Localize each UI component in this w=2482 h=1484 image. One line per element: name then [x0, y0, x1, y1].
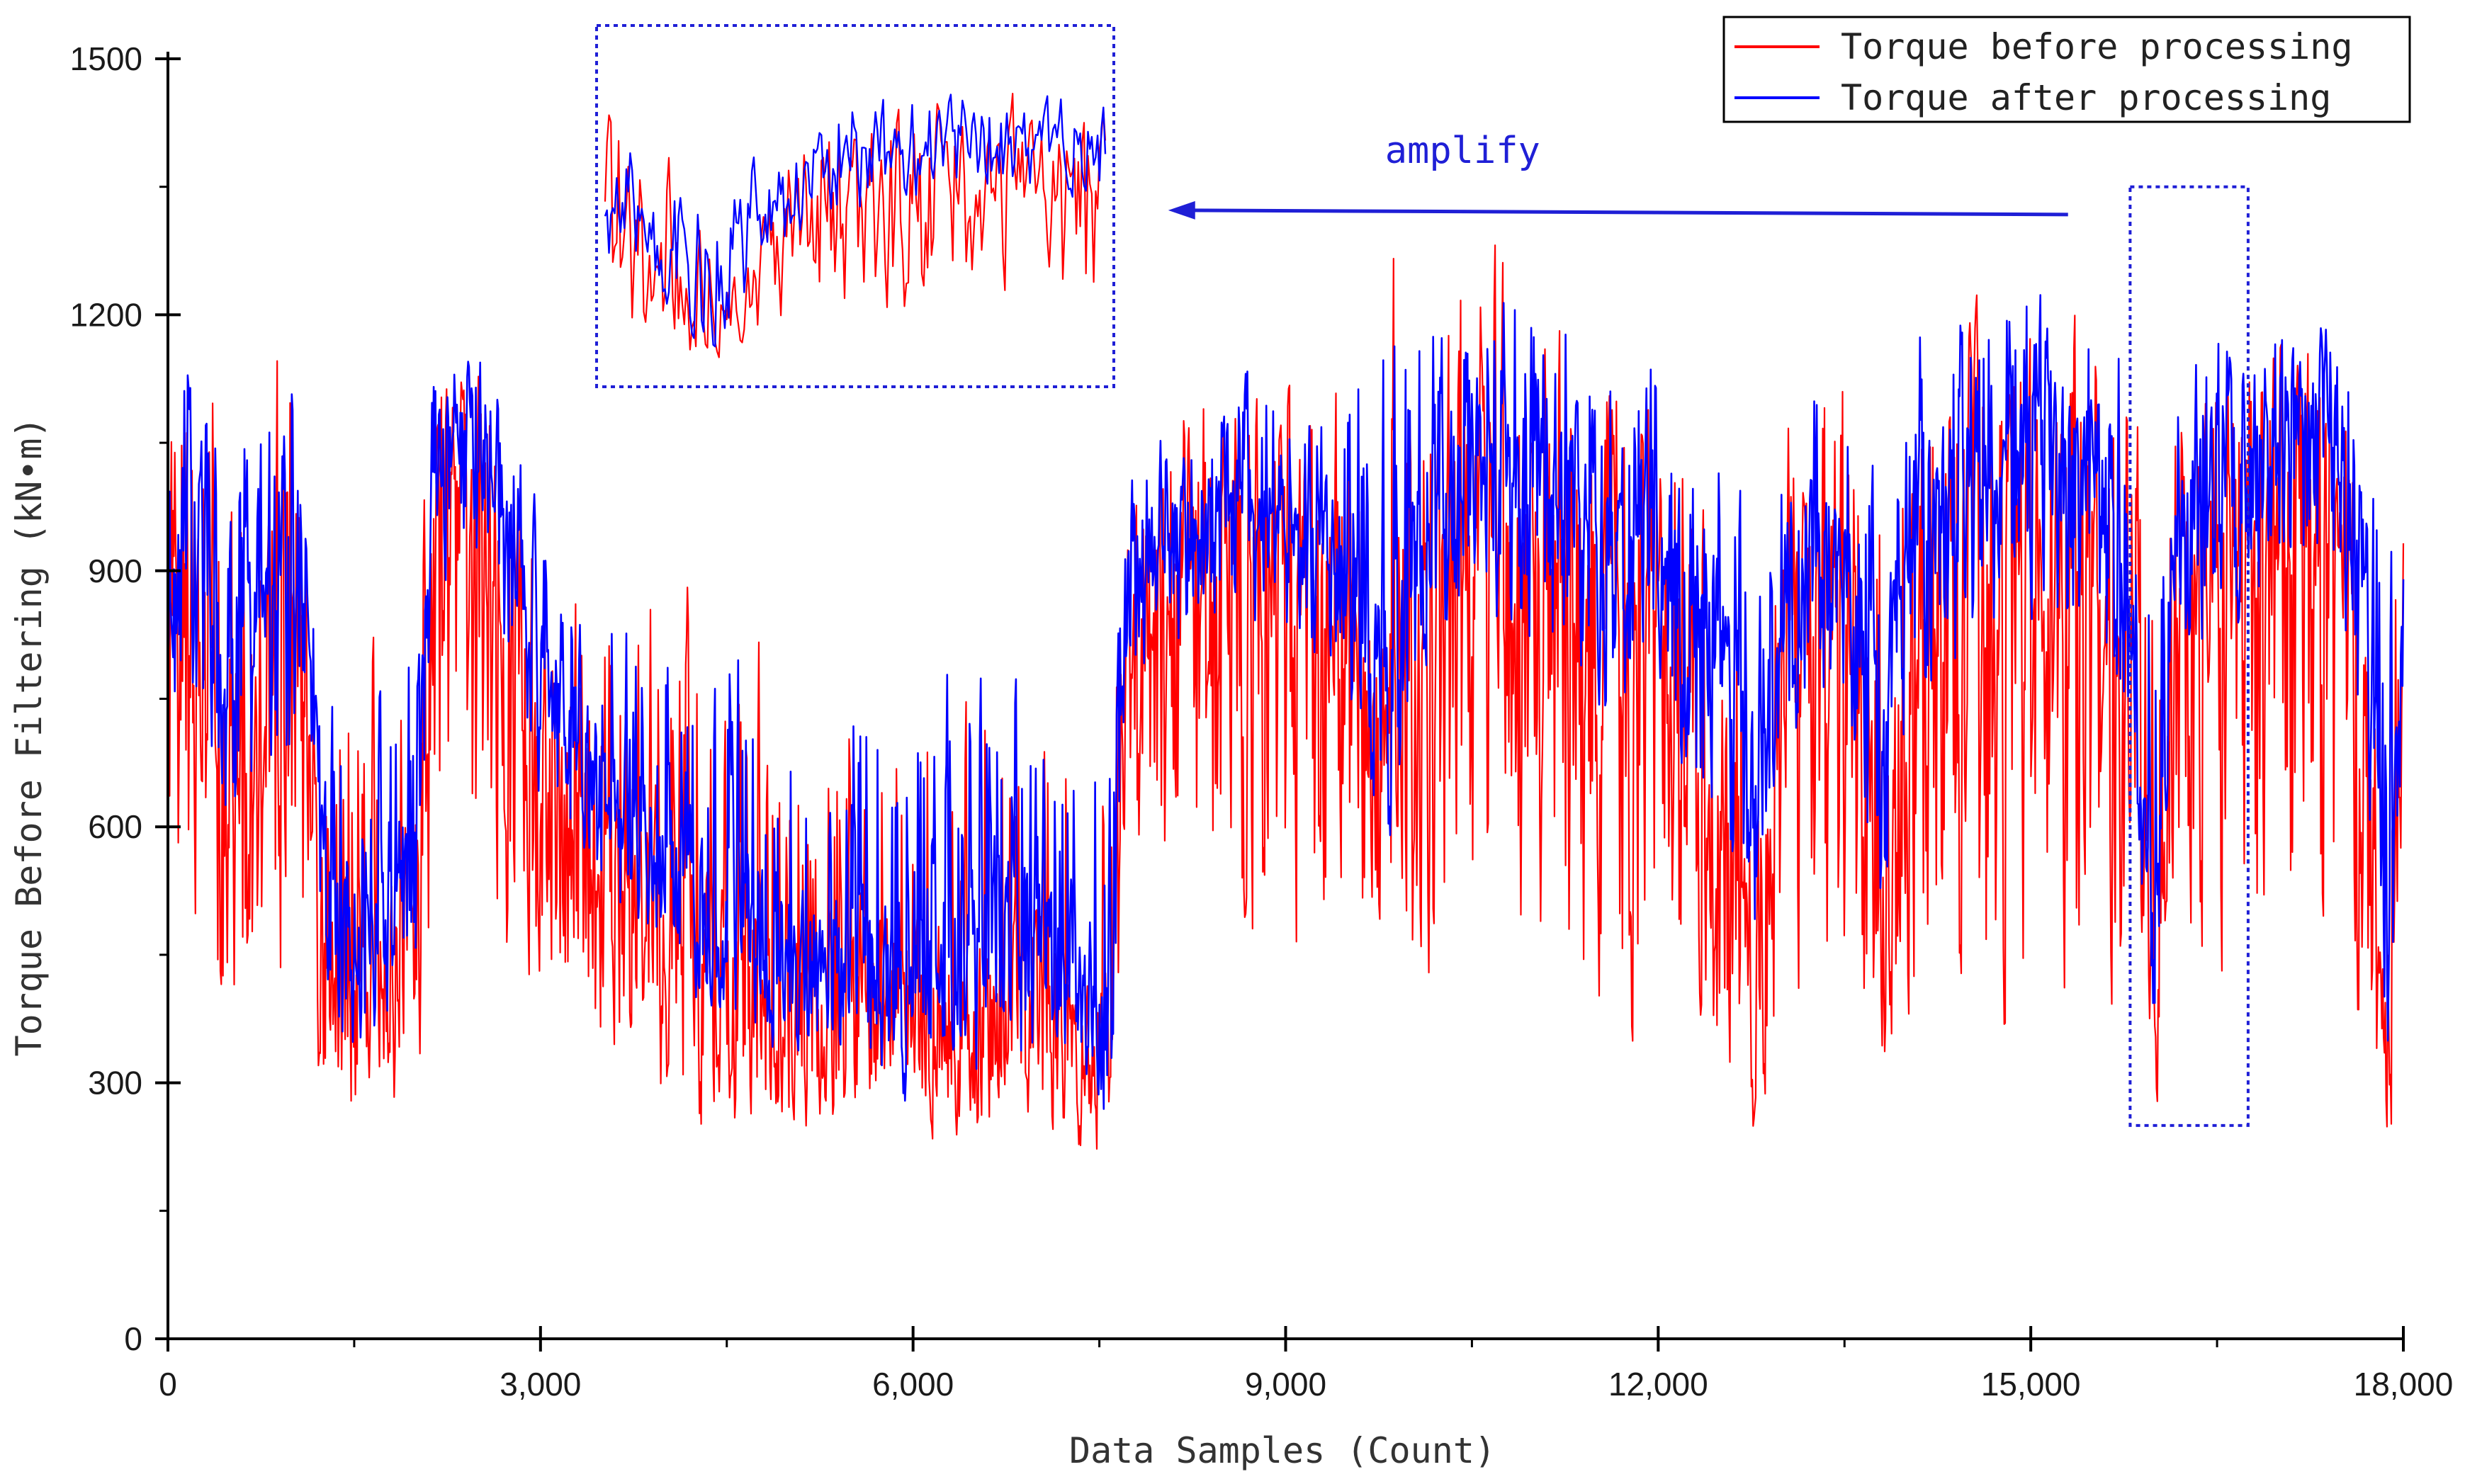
series-line-before	[167, 244, 2405, 1150]
amplify-arrowhead	[1168, 200, 1195, 220]
x-axis-ticks: 0 3,000 6,000 9,000 12,000 15,000 18,000	[159, 1326, 2453, 1403]
legend-label-after: Torque after processing	[1841, 77, 2331, 118]
y-axis-title: Torque Before Filtering (kN•m)	[9, 417, 50, 1056]
inset-line-after	[604, 94, 1107, 348]
inset-series-before	[604, 93, 1107, 358]
x-tick-label: 18,000	[2354, 1366, 2454, 1403]
y-tick-label: 300	[88, 1065, 142, 1101]
y-tick-label: 0	[124, 1320, 142, 1357]
y-tick-label: 1500	[70, 40, 142, 77]
amplify-label: amplify	[1385, 130, 1540, 172]
x-tick-label: 0	[159, 1366, 177, 1403]
inset-line-before	[604, 93, 1107, 358]
inset-border	[595, 24, 1115, 388]
inset-series-after	[604, 94, 1107, 348]
amplify-arrow	[1188, 208, 2068, 217]
x-tick-label: 6,000	[872, 1366, 954, 1403]
x-tick-label: 12,000	[1608, 1366, 1708, 1403]
y-tick-label: 600	[88, 808, 142, 845]
x-tick-label: 15,000	[1981, 1366, 2081, 1403]
x-tick-label: 3,000	[500, 1366, 581, 1403]
y-tick-label: 900	[88, 553, 142, 589]
legend-label-before: Torque before processing	[1841, 26, 2352, 67]
series-torque-after-processing	[167, 294, 2405, 1110]
series-torque-before-processing	[167, 244, 2405, 1150]
y-axis-ticks: 0 300 600 900 1200 1500	[70, 40, 181, 1357]
y-tick-label: 1200	[70, 296, 142, 333]
x-tick-label: 9,000	[1245, 1366, 1326, 1403]
legend: Torque before processing Torque after pr…	[1722, 16, 2411, 123]
x-axis-title: Data Samples (Count)	[1069, 1430, 1496, 1471]
legend-box	[1722, 16, 2411, 123]
highlight-region-box	[2128, 185, 2250, 1127]
series-line-after	[167, 294, 2405, 1110]
inset-background	[597, 26, 1114, 387]
